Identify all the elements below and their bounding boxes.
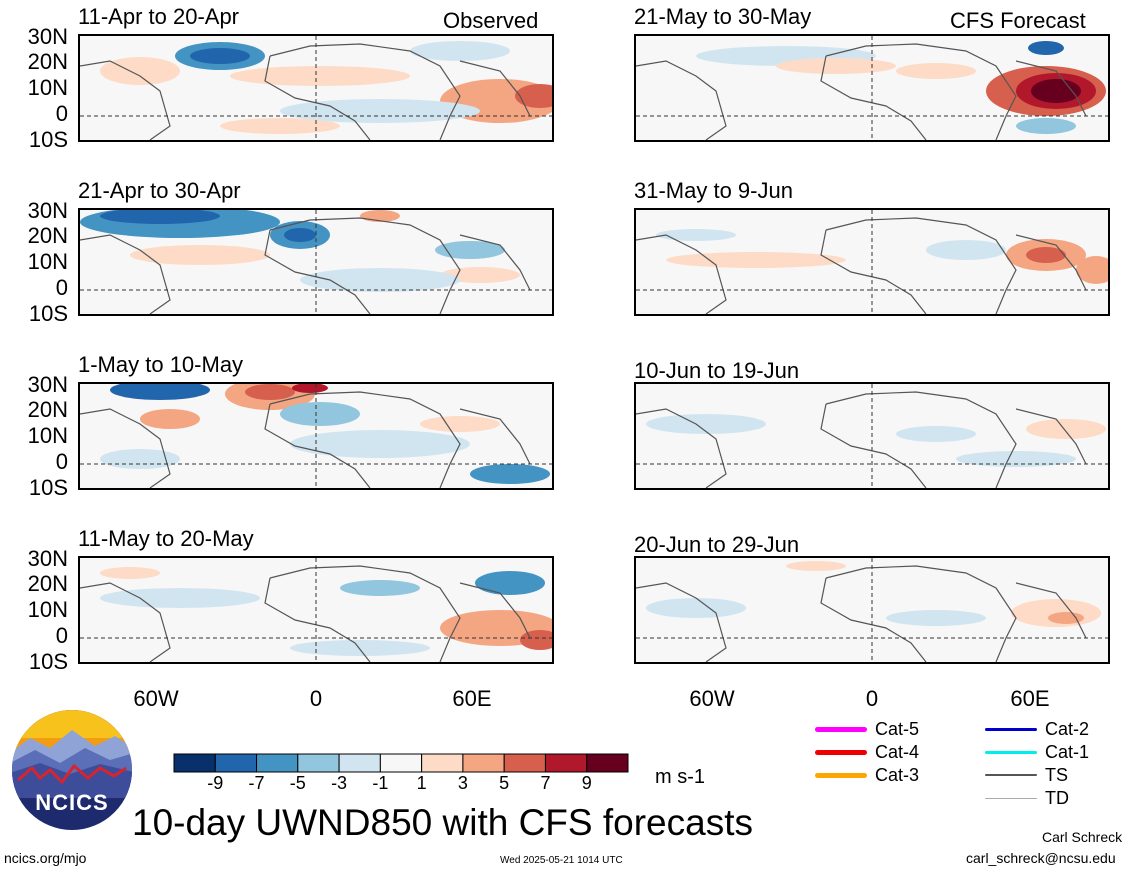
track-legend-line [985, 797, 1037, 799]
panel-title-fc-3: 10-Jun to 19-Jun [634, 358, 800, 383]
lat-label: 20N [27, 223, 68, 248]
footer-url: ncics.org/mjo [4, 850, 87, 866]
logo-text: NCICS [35, 790, 109, 815]
colorbar-tick-label: 5 [499, 773, 510, 793]
lat-label: 0 [55, 275, 68, 300]
colorbar-swatch [503, 753, 546, 773]
lat-label: 10N [27, 597, 68, 622]
colorbar-tick-label: -7 [248, 773, 265, 793]
track-legend-line [985, 727, 1037, 731]
wind-anomaly-map [636, 558, 1108, 662]
lat-label: 20N [27, 397, 68, 422]
wind-anomaly-map [80, 384, 552, 488]
lon-label-fc-60e: 60E [1010, 686, 1050, 711]
wind-anomaly-map [80, 558, 552, 662]
colorbar-tick-label: -3 [331, 773, 348, 793]
map-panel-fc-4 [634, 556, 1110, 664]
panel-title-obs-1: 11-Apr to 20-Apr [78, 4, 240, 29]
lat-label: 30N [27, 24, 68, 49]
lat-label: 10S [28, 475, 68, 500]
colorbar-unit: m s-1 [655, 766, 705, 788]
lat-label: 20N [27, 49, 68, 74]
map-panel-fc-1 [634, 34, 1110, 142]
colorbar-swatch [214, 753, 258, 773]
lat-label: 10N [27, 423, 68, 448]
colorbar [172, 752, 632, 779]
track-legend-label: TD [1045, 788, 1069, 808]
map-panel-obs-2 [78, 208, 554, 316]
panel-title-fc-4: 20-Jun to 29-Jun [634, 532, 800, 557]
colorbar-swatch [173, 753, 216, 773]
colorbar-swatch [421, 753, 464, 773]
panel-title-fc-2: 31-May to 9-Jun [634, 178, 793, 203]
colorbar-swatch [297, 753, 340, 773]
lat-label: 10N [27, 75, 68, 100]
ncics-logo: NCICS [10, 708, 134, 832]
wind-anomaly-map [636, 36, 1108, 140]
wind-anomaly-map [636, 384, 1108, 488]
panel-title-obs-3: 1-May to 10-May [78, 352, 244, 377]
lat-label: 20N [27, 571, 68, 596]
colorbar-tick-label: 1 [416, 773, 427, 793]
track-legend-line [815, 749, 867, 755]
colorbar-tick-label: 7 [540, 773, 551, 793]
track-legend-label: TS [1045, 765, 1069, 785]
colorbar-tick-label: 3 [457, 773, 468, 793]
colorbar-tick-label: -9 [207, 773, 224, 793]
map-panel-fc-2 [634, 208, 1110, 316]
lat-label: 0 [55, 101, 68, 126]
track-legend-label: Cat-4 [875, 742, 920, 762]
lon-label-fc-60w: 60W [689, 686, 735, 711]
wind-anomaly-map [636, 210, 1108, 314]
panel-title-obs-4: 11-May to 20-May [78, 526, 254, 551]
lon-label-obs-0: 0 [309, 686, 323, 711]
colorbar-tick-label: -1 [372, 773, 389, 793]
lat-label: 10S [28, 301, 68, 326]
map-panel-obs-3 [78, 382, 554, 490]
lat-label: 10N [27, 249, 68, 274]
wind-anomaly-map [80, 36, 552, 140]
lat-label: 0 [55, 449, 68, 474]
track-legend-label: Cat-5 [875, 719, 920, 739]
track-legend-line [815, 726, 867, 732]
map-panel-obs-4 [78, 556, 554, 664]
colorbar-swatch [544, 753, 588, 773]
track-legend-label: Cat-3 [875, 765, 920, 785]
lat-label: 0 [55, 623, 68, 648]
map-panel-obs-1 [78, 34, 554, 142]
lat-label: 30N [27, 198, 68, 223]
panel-title-fc-1: 21-May to 30-May [634, 4, 812, 29]
lat-label: 30N [27, 372, 68, 397]
track-legend-line [985, 750, 1037, 754]
panel-title-obs-2: 21-Apr to 30-Apr [78, 178, 241, 203]
track-legend-line [815, 772, 867, 778]
lat-label: 10S [28, 127, 68, 152]
lon-label-obs-60e: 60E [452, 686, 492, 711]
lat-label: 30N [27, 546, 68, 571]
colorbar-swatch [256, 753, 299, 773]
forecast-header: CFS Forecast [950, 8, 1086, 33]
track-legend-line [985, 774, 1037, 776]
lon-label-obs-60w: 60W [133, 686, 179, 711]
colorbar-swatch [338, 753, 381, 773]
observed-header: Observed [443, 8, 539, 33]
lat-label: 10S [28, 649, 68, 674]
wind-anomaly-map [80, 210, 552, 314]
track-legend-label: Cat-2 [1045, 719, 1090, 739]
colorbar-tick-label: -5 [289, 773, 306, 793]
footer-author: Carl Schreck [1042, 829, 1123, 845]
colorbar-swatch [379, 753, 423, 773]
main-title: 10-day UWND850 with CFS forecasts [132, 802, 753, 843]
track-legend-label: Cat-1 [1045, 742, 1090, 762]
map-panel-fc-3 [634, 382, 1110, 490]
colorbar-tick-label: 9 [581, 773, 592, 793]
lon-label-fc-0: 0 [865, 686, 879, 711]
footer-timestamp: Wed 2025-05-21 1014 UTC [500, 855, 623, 866]
footer-email: carl_schreck@ncsu.edu [966, 850, 1116, 866]
colorbar-swatch [586, 753, 629, 773]
colorbar-swatch [462, 753, 505, 773]
